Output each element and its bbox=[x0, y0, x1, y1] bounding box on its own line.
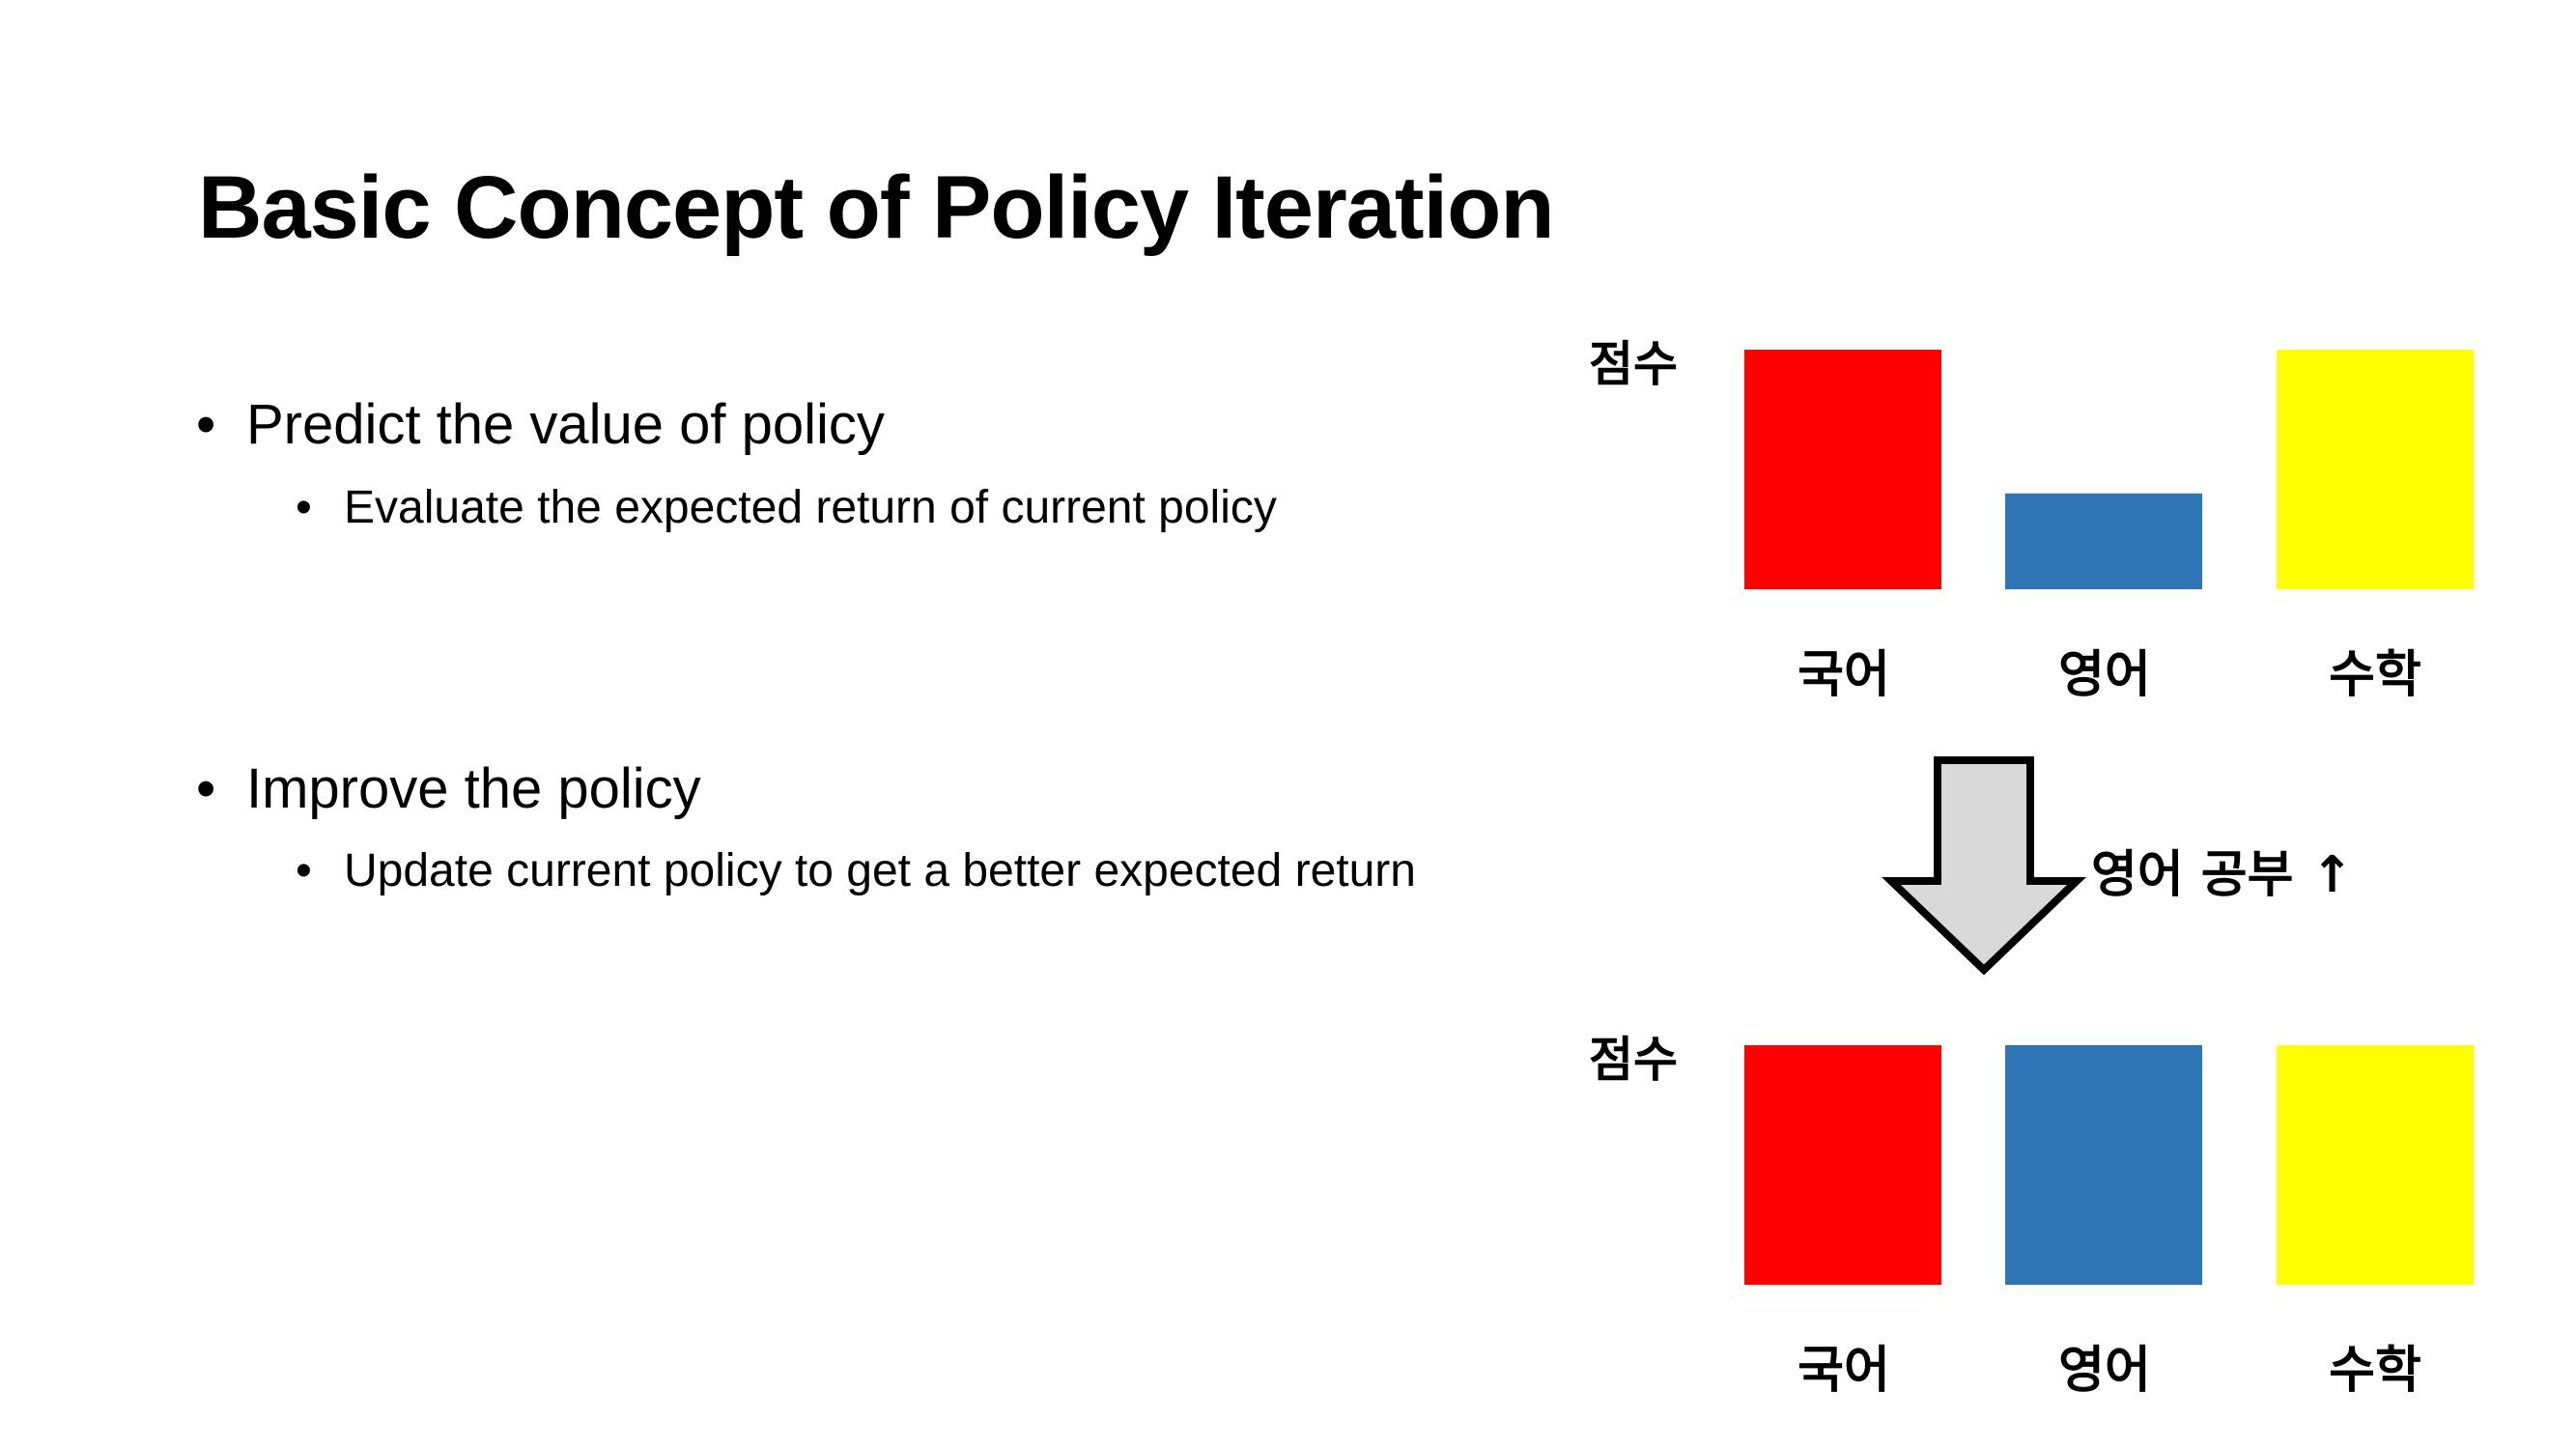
bar-국어 bbox=[1744, 350, 1941, 589]
sub-bullet-text: Evaluate the expected return of current … bbox=[344, 482, 1277, 533]
chart-after bbox=[1744, 1045, 2474, 1285]
bullet-improve: • Improve the policy bbox=[196, 755, 701, 823]
arrow-label: 영어 공부 ↑ bbox=[2091, 846, 2354, 904]
bar-수학 bbox=[2277, 350, 2474, 589]
slide-title: Basic Concept of Policy Iteration bbox=[198, 158, 1555, 257]
chart-before bbox=[1744, 350, 2474, 589]
chart-after-ylabel: 점수 bbox=[1589, 1032, 1678, 1088]
chart-before-category-label: 수학 bbox=[2329, 646, 2421, 704]
chart-before-ylabel: 점수 bbox=[1589, 336, 1678, 392]
bar-국어 bbox=[1744, 1045, 1941, 1285]
sub-bullet-update: • Update current policy to get a better … bbox=[296, 843, 1416, 899]
bar-영어 bbox=[2005, 493, 2202, 589]
bullet-dot: • bbox=[196, 393, 216, 456]
bar-수학 bbox=[2277, 1045, 2474, 1285]
bullet-predict: • Predict the value of policy bbox=[196, 391, 885, 459]
bullet-text: Predict the value of policy bbox=[246, 393, 885, 456]
down-arrow-icon bbox=[1882, 756, 2086, 976]
sub-bullet-text: Update current policy to get a better ex… bbox=[344, 845, 1416, 896]
bullet-dot: • bbox=[296, 845, 312, 896]
chart-before-category-label: 영어 bbox=[2058, 646, 2151, 704]
bullet-text: Improve the policy bbox=[246, 757, 701, 820]
chart-after-category-label: 영어 bbox=[2058, 1342, 2151, 1400]
chart-before-category-label: 국어 bbox=[1798, 646, 1890, 704]
bullet-dot: • bbox=[296, 482, 312, 533]
chart-after-category-label: 국어 bbox=[1798, 1342, 1890, 1400]
bullet-dot: • bbox=[196, 757, 216, 820]
bar-영어 bbox=[2005, 1045, 2202, 1285]
sub-bullet-evaluate: • Evaluate the expected return of curren… bbox=[296, 480, 1277, 536]
chart-after-category-label: 수학 bbox=[2329, 1342, 2421, 1400]
